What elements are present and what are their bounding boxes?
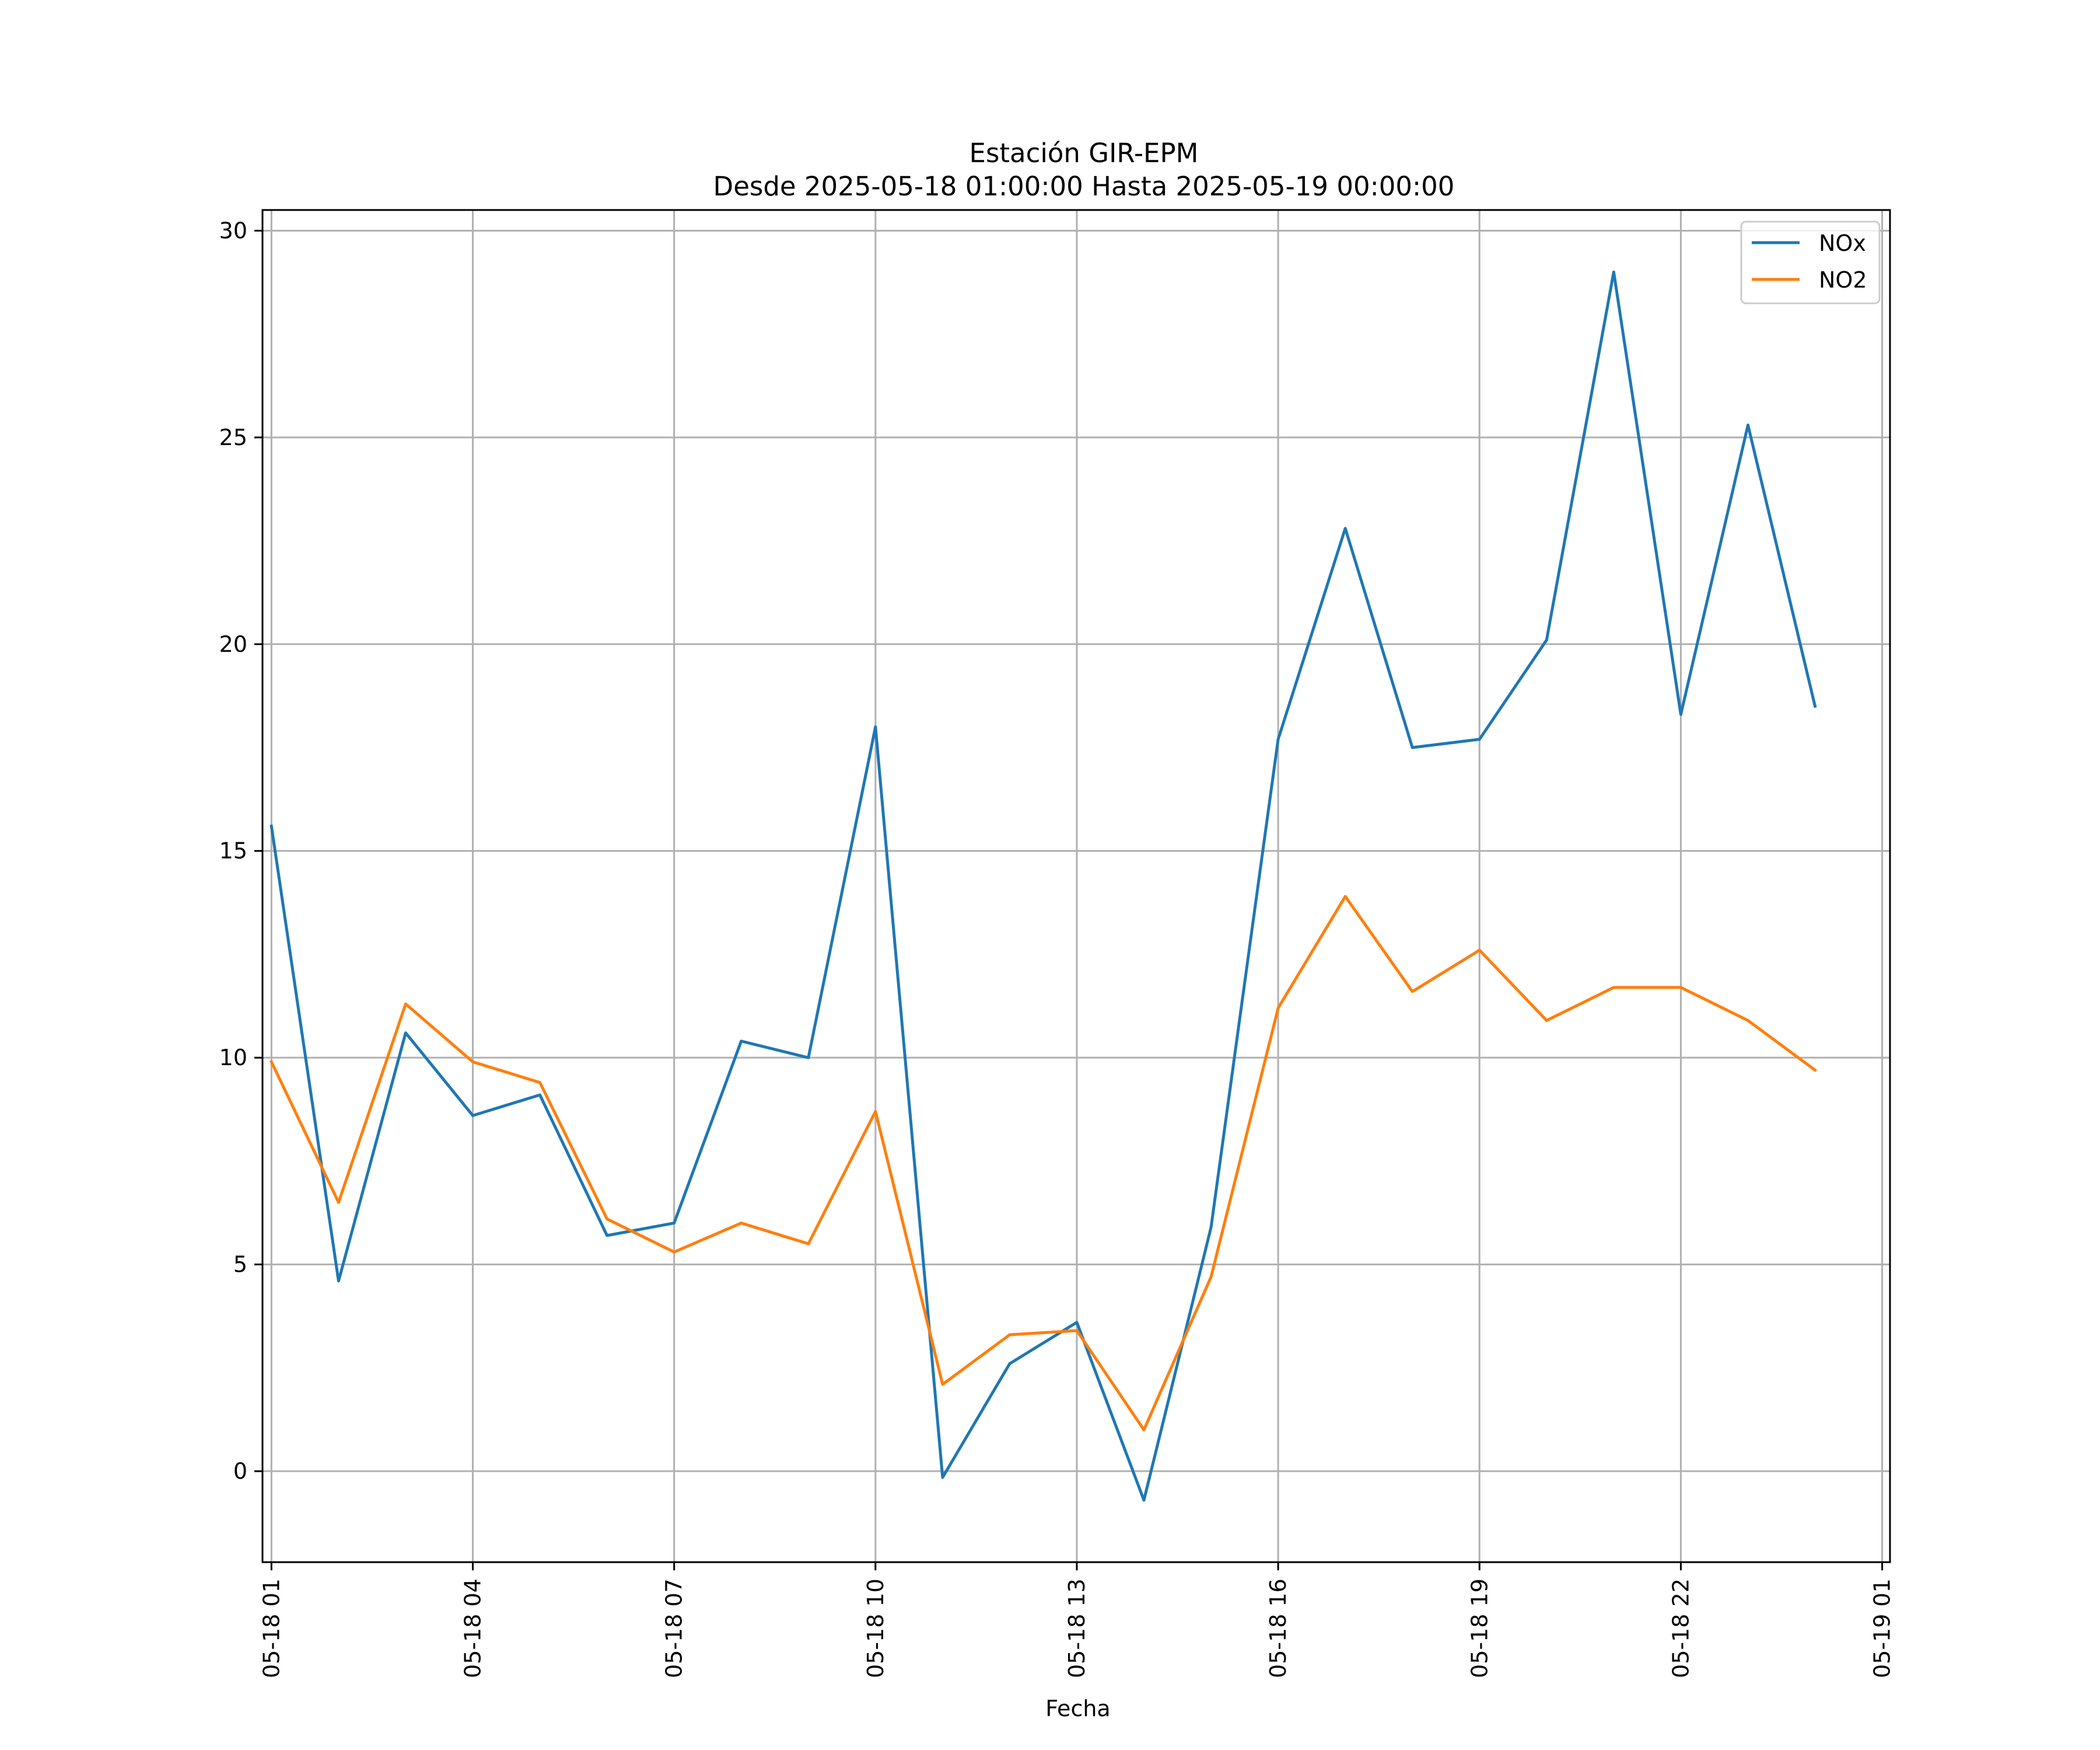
x-tick-label-6: 05-18 19 — [1466, 1578, 1492, 1678]
chart-subtitle: Desde 2025-05-18 01:00:00 Hasta 2025-05-… — [713, 171, 1455, 202]
legend-label-nox: NOx — [1819, 230, 1866, 256]
y-tick-label-4: 20 — [219, 631, 247, 657]
x-tick-label-4: 05-18 13 — [1064, 1578, 1090, 1678]
x-tick-label-2: 05-18 07 — [662, 1578, 687, 1678]
grid — [262, 210, 1890, 1562]
series-lines — [269, 270, 1817, 1502]
x-tick-label-5: 05-18 16 — [1265, 1578, 1291, 1678]
x-axis-label: Fecha — [1045, 1696, 1110, 1721]
x-tick-label-7: 05-18 22 — [1668, 1578, 1693, 1678]
x-axis: 05-18 01 05-18 04 05-18 07 05-18 10 05-18 13… — [258, 1562, 1895, 1678]
y-tick-label-2: 10 — [219, 1045, 247, 1070]
y-tick-label-0: 0 — [233, 1458, 247, 1484]
y-tick-label-6: 30 — [219, 218, 247, 243]
legend: NOx NO2 — [1740, 220, 1881, 304]
x-tick-label-8: 05-19 01 — [1870, 1578, 1895, 1678]
y-tick-label-3: 15 — [219, 838, 247, 864]
x-tick-label-1: 05-18 04 — [460, 1578, 485, 1678]
series-line-nox — [270, 270, 1817, 1502]
y-axis: 0 5 10 15 20 25 30 — [219, 218, 262, 1484]
x-tick-label-3: 05-18 10 — [863, 1578, 888, 1678]
plot-frame — [261, 209, 1891, 1563]
series-line-no2 — [269, 895, 1817, 1432]
y-tick-label-1: 5 — [233, 1252, 247, 1278]
legend-label-no2: NO2 — [1819, 267, 1867, 293]
chart-title: Estación GIR-EPM — [970, 138, 1199, 169]
x-tick-label-0: 05-18 01 — [258, 1578, 284, 1678]
y-tick-label-5: 25 — [219, 425, 247, 450]
